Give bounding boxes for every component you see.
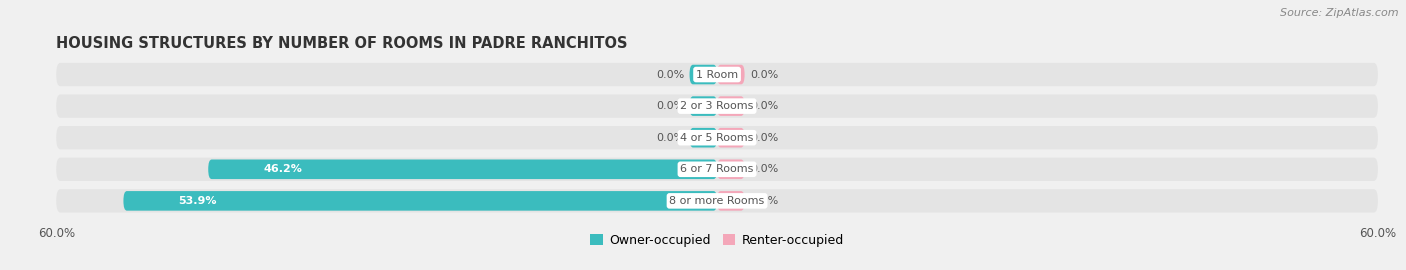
Text: 0.0%: 0.0% xyxy=(751,133,779,143)
Text: 0.0%: 0.0% xyxy=(655,101,685,111)
FancyBboxPatch shape xyxy=(717,191,745,211)
Text: 6 or 7 Rooms: 6 or 7 Rooms xyxy=(681,164,754,174)
Legend: Owner-occupied, Renter-occupied: Owner-occupied, Renter-occupied xyxy=(585,229,849,252)
FancyBboxPatch shape xyxy=(56,189,1378,212)
Text: 46.2%: 46.2% xyxy=(263,164,302,174)
FancyBboxPatch shape xyxy=(56,158,1378,181)
Text: Source: ZipAtlas.com: Source: ZipAtlas.com xyxy=(1281,8,1399,18)
FancyBboxPatch shape xyxy=(689,128,717,147)
FancyBboxPatch shape xyxy=(717,160,745,179)
Text: 4 or 5 Rooms: 4 or 5 Rooms xyxy=(681,133,754,143)
FancyBboxPatch shape xyxy=(717,65,745,84)
FancyBboxPatch shape xyxy=(717,128,745,147)
Text: 0.0%: 0.0% xyxy=(751,70,779,80)
FancyBboxPatch shape xyxy=(56,126,1378,149)
FancyBboxPatch shape xyxy=(689,96,717,116)
FancyBboxPatch shape xyxy=(56,63,1378,86)
FancyBboxPatch shape xyxy=(208,160,717,179)
Text: 53.9%: 53.9% xyxy=(179,196,217,206)
FancyBboxPatch shape xyxy=(56,94,1378,118)
Text: 8 or more Rooms: 8 or more Rooms xyxy=(669,196,765,206)
Text: 0.0%: 0.0% xyxy=(751,196,779,206)
Text: 0.0%: 0.0% xyxy=(655,70,685,80)
Text: 1 Room: 1 Room xyxy=(696,70,738,80)
Text: 0.0%: 0.0% xyxy=(751,164,779,174)
Text: 0.0%: 0.0% xyxy=(655,133,685,143)
Text: 0.0%: 0.0% xyxy=(751,101,779,111)
FancyBboxPatch shape xyxy=(717,96,745,116)
FancyBboxPatch shape xyxy=(689,65,717,84)
Text: 2 or 3 Rooms: 2 or 3 Rooms xyxy=(681,101,754,111)
Text: HOUSING STRUCTURES BY NUMBER OF ROOMS IN PADRE RANCHITOS: HOUSING STRUCTURES BY NUMBER OF ROOMS IN… xyxy=(56,36,627,51)
FancyBboxPatch shape xyxy=(124,191,717,211)
